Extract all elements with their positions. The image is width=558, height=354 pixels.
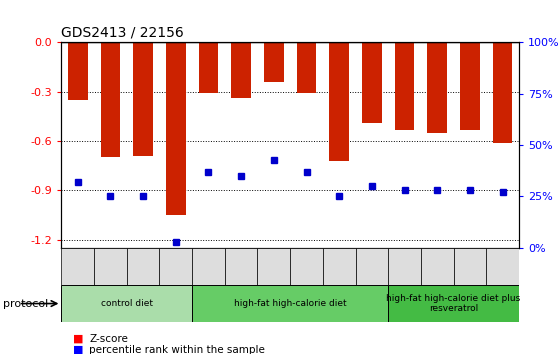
Text: high-fat high-calorie diet plus
resveratrol: high-fat high-calorie diet plus resverat…: [387, 294, 521, 313]
FancyBboxPatch shape: [421, 248, 454, 285]
Bar: [493, 42, 512, 143]
Text: ■: ■: [73, 334, 83, 344]
FancyBboxPatch shape: [486, 248, 519, 285]
Bar: [460, 42, 480, 130]
FancyBboxPatch shape: [94, 248, 127, 285]
FancyBboxPatch shape: [61, 285, 192, 322]
FancyBboxPatch shape: [61, 248, 94, 285]
FancyBboxPatch shape: [160, 248, 192, 285]
Bar: [362, 42, 382, 123]
Text: GDS2413 / 22156: GDS2413 / 22156: [61, 26, 184, 40]
Bar: [395, 42, 415, 130]
FancyBboxPatch shape: [290, 248, 323, 285]
Text: control diet: control diet: [101, 299, 153, 308]
Text: ■: ■: [73, 345, 83, 354]
FancyBboxPatch shape: [355, 248, 388, 285]
FancyBboxPatch shape: [257, 248, 290, 285]
Bar: [232, 42, 251, 98]
Bar: [297, 42, 316, 93]
Text: protocol: protocol: [3, 299, 48, 309]
FancyBboxPatch shape: [454, 248, 486, 285]
Bar: [264, 42, 283, 82]
FancyBboxPatch shape: [323, 248, 355, 285]
Bar: [427, 42, 447, 133]
Bar: [199, 42, 218, 93]
Text: high-fat high-calorie diet: high-fat high-calorie diet: [234, 299, 347, 308]
FancyBboxPatch shape: [388, 248, 421, 285]
Text: Z-score: Z-score: [89, 334, 128, 344]
FancyBboxPatch shape: [127, 248, 160, 285]
FancyBboxPatch shape: [225, 248, 257, 285]
Bar: [166, 42, 186, 215]
FancyBboxPatch shape: [192, 285, 388, 322]
Bar: [329, 42, 349, 161]
Text: percentile rank within the sample: percentile rank within the sample: [89, 345, 265, 354]
Bar: [133, 42, 153, 156]
Bar: [100, 42, 120, 158]
Bar: [68, 42, 88, 100]
FancyBboxPatch shape: [388, 285, 519, 322]
FancyBboxPatch shape: [192, 248, 225, 285]
